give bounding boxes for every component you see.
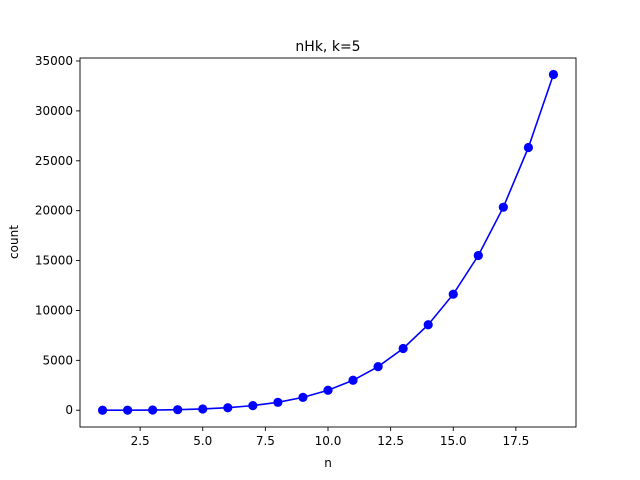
plot-frame xyxy=(79,57,577,428)
y-tick-label: 25000 xyxy=(35,154,73,168)
series-layer xyxy=(97,69,559,415)
data-point xyxy=(348,375,358,385)
y-tick-label: 5000 xyxy=(42,353,73,367)
x-tick-label: 10.0 xyxy=(315,434,342,448)
y-axis-ticks: 0 5000 10000 15000 20000 25000 30000 35000 xyxy=(35,54,80,417)
x-axis-ticks: 2.5 5.0 7.5 10.0 12.5 15.0 17.5 xyxy=(131,427,530,448)
x-tick-label: 12.5 xyxy=(377,434,404,448)
x-axis-label: n xyxy=(324,456,332,470)
data-point xyxy=(223,403,233,413)
x-tick-label: 7.5 xyxy=(256,434,275,448)
data-point xyxy=(323,385,333,395)
data-point xyxy=(148,405,158,415)
y-tick-label: 0 xyxy=(65,403,73,417)
y-tick-label: 15000 xyxy=(35,254,73,268)
data-point xyxy=(498,202,508,212)
data-point xyxy=(298,392,308,402)
x-tick-label: 2.5 xyxy=(131,434,150,448)
y-tick-label: 35000 xyxy=(35,54,73,68)
data-point xyxy=(173,405,183,415)
data-point xyxy=(248,401,258,411)
data-point xyxy=(448,289,458,299)
data-point xyxy=(122,405,133,415)
data-point xyxy=(523,142,534,153)
chart-title: nHk, k=5 xyxy=(295,39,360,55)
data-point xyxy=(398,343,408,354)
data-point xyxy=(473,250,483,261)
y-axis-label: count xyxy=(7,225,21,259)
y-tick-label: 30000 xyxy=(35,104,73,118)
data-point xyxy=(548,69,559,80)
x-tick-label: 15.0 xyxy=(440,434,467,448)
data-point xyxy=(423,320,433,330)
x-tick-label: 17.5 xyxy=(503,434,530,448)
data-point xyxy=(373,362,383,372)
data-point xyxy=(97,405,108,415)
y-tick-label: 10000 xyxy=(35,303,73,317)
x-tick-label: 5.0 xyxy=(193,434,212,448)
data-point xyxy=(273,397,283,407)
data-point xyxy=(198,404,208,414)
y-tick-label: 20000 xyxy=(35,204,73,218)
